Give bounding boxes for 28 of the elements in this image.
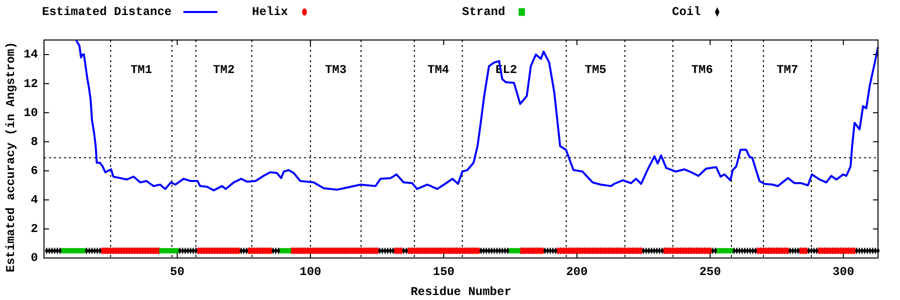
y-tick-label: 4 xyxy=(30,193,38,208)
ref-line-label: TM4 xyxy=(428,63,450,78)
x-tick-label: 50 xyxy=(170,265,184,279)
x-tick-label: 150 xyxy=(432,265,454,279)
legend-label: Estimated Distance xyxy=(42,5,172,20)
legend-label: Coil xyxy=(672,5,701,20)
x-tick-label: 300 xyxy=(832,265,854,279)
y-tick-label: 0 xyxy=(30,251,38,266)
ref-line-label: TM1 xyxy=(130,63,152,78)
ref-line-label: TM7 xyxy=(776,63,798,78)
y-tick-label: 14 xyxy=(24,48,38,62)
legend-label: Helix xyxy=(252,5,288,20)
ref-line-label: TM5 xyxy=(584,63,606,78)
line-series xyxy=(74,39,879,192)
ref-line-label: TM2 xyxy=(213,63,235,78)
y-axis-title: Estimated accuracy (in Angstrom) xyxy=(4,42,18,272)
x-tick-label: 200 xyxy=(566,265,588,279)
y-tick-label: 12 xyxy=(24,76,38,91)
ref-line-label: TM6 xyxy=(691,63,713,78)
y-tick-label: 2 xyxy=(30,222,38,236)
y-tick-label: 6 xyxy=(30,164,38,178)
x-tick-label: 100 xyxy=(300,265,322,279)
y-tick-label: 8 xyxy=(30,134,38,149)
y-tick-label: 10 xyxy=(24,106,38,120)
x-tick-label: 250 xyxy=(699,265,721,279)
x-axis-title: Residue Number xyxy=(410,285,512,299)
ref-line-label: TM3 xyxy=(324,63,347,78)
legend-label: Strand xyxy=(462,5,506,20)
